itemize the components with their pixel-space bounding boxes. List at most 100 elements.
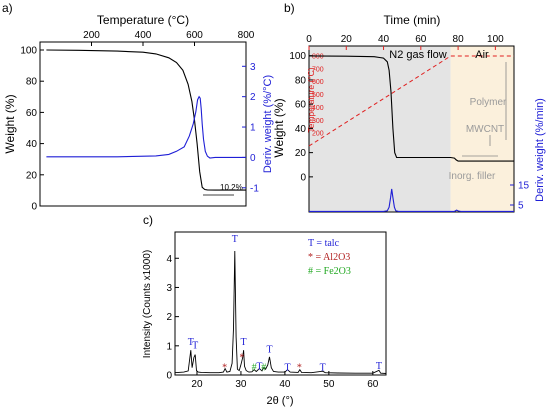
panel-a-deriv-line (46, 95, 246, 159)
y-tick-label: 1 (166, 341, 172, 352)
temperature-tick-label: 200 (312, 131, 324, 138)
panel-c-peak-markers: TT*TT*# T#TT * T T (188, 234, 382, 373)
y-tick-label: 2 (166, 312, 172, 323)
panel-b-polymer-label: Polymer (470, 97, 507, 108)
peak-marker: T (192, 341, 198, 352)
panel-c-frame (174, 231, 387, 376)
x-tick-label: 80 (453, 34, 465, 45)
temperature-tick-label: 500 (312, 92, 324, 99)
panel-a-frame (39, 41, 247, 207)
panel-b-frame (308, 45, 515, 213)
temperature-tick-label: 400 (312, 105, 324, 112)
panel-b-n2-label: N2 gas flow (389, 49, 447, 61)
temperature-tick-label: 700 (312, 66, 324, 73)
panel-b: b) Time (min) Weight (%) Temperature (°C… (272, 1, 546, 213)
y-tick-label: 60 (26, 108, 38, 119)
panel-a-x-title: Temperature (°C) (97, 13, 189, 27)
x-tick-label: 100 (487, 34, 504, 45)
x-tick-label: 40 (378, 34, 390, 45)
y2-tick-label: 0 (250, 153, 256, 164)
x-tick-label: 400 (135, 30, 152, 41)
y2-tick-label: 15 (518, 181, 530, 192)
peak-marker: * (222, 363, 227, 374)
panel-b-deriv-line (309, 188, 514, 212)
peak-marker: # (261, 363, 266, 374)
peak-marker: T (241, 337, 247, 348)
peak-marker: # (252, 363, 257, 374)
panel-a-y2-ticks: -1 0 1 2 3 (242, 62, 259, 194)
peak-marker: * (297, 363, 302, 374)
y-tick-label: 80 (295, 75, 307, 86)
panel-b-y2-title: Deriv. weight (%/min) (534, 98, 546, 202)
y-tick-label: 40 (295, 124, 307, 135)
peak-marker: T (284, 363, 290, 374)
panel-b-x-title: Time (min) (384, 13, 441, 27)
y-tick-label: 0 (166, 371, 172, 382)
panel-c-xrd-line (174, 250, 387, 374)
panel-b-temperature-line (308, 55, 514, 147)
panel-b-air-region (450, 46, 514, 212)
x-tick-label: 600 (186, 30, 203, 41)
panel-b-air-label: Air (475, 49, 489, 61)
panel-b-brackets (462, 62, 507, 157)
panel-b-y-title: Weight (%) (272, 98, 286, 157)
panel-c-x-ticks: 20 30 40 50 60 (191, 371, 379, 390)
panel-b-temperature-title: Temperature (°C) (306, 67, 316, 132)
peak-marker: T (320, 363, 326, 374)
peak-marker: T (376, 361, 382, 372)
panel-a-y-ticks: 0 20 40 60 80 100 (20, 46, 44, 213)
panel-a-y-title: Weight (%) (3, 94, 17, 153)
panel-a-weight-line (46, 49, 246, 191)
panel-c-legend: T = talc * = Al2O3 # = Fe2O3 (308, 238, 351, 277)
x-tick-label: 0 (306, 34, 312, 45)
peak-marker: T (232, 234, 238, 245)
temperature-tick-label: 800 (312, 54, 324, 61)
x-tick-label: 20 (191, 379, 203, 390)
y-tick-label: 40 (26, 139, 38, 150)
peak-marker: T (266, 345, 272, 356)
panel-a: a) Temperature (°C) Weight (%) Deriv. we… (2, 1, 274, 213)
y2-tick-label: 5 (518, 201, 524, 212)
temperature-tick-label: 300 (312, 118, 324, 125)
x-tick-label: 60 (415, 34, 427, 45)
panel-b-y-ticks: 0 20 40 60 80 100 (289, 51, 313, 183)
x-tick-label: 800 (238, 30, 255, 41)
panel-a-residue-label: 10.2% (220, 183, 243, 192)
legend-fe2o3: # = Fe2O3 (308, 266, 351, 277)
y-tick-label: 100 (289, 51, 306, 62)
x-tick-label: 20 (341, 34, 353, 45)
peak-marker: T (188, 337, 194, 348)
panel-c-y-ticks: 0 1 2 3 4 (166, 254, 179, 382)
y-tick-label: 4 (166, 254, 172, 265)
panel-c-y-title: Intensity (Counts x1000) (142, 250, 153, 358)
legend-al2o3: * = Al2O3 (308, 252, 350, 263)
y-tick-label: 20 (295, 148, 307, 159)
panel-b-mwcnt-label: MWCNT (466, 124, 504, 135)
y-tick-label: 20 (26, 170, 38, 181)
x-tick-label: 60 (367, 379, 379, 390)
panel-a-label: a) (2, 1, 13, 15)
y-tick-label: 100 (20, 46, 37, 57)
x-tick-label: 50 (323, 379, 335, 390)
panel-b-temperature-ticks: 200 300 400 500 600 700 800 5 15 (312, 54, 530, 212)
y2-tick-label: -1 (250, 183, 259, 194)
panel-b-label: b) (284, 1, 295, 15)
panel-c-x-title: 2θ (°) (266, 395, 293, 407)
panel-b-filler-label: Inorg. filler (449, 171, 496, 182)
y-tick-label: 80 (26, 77, 38, 88)
peak-marker: * (239, 352, 244, 363)
y-tick-label: 60 (295, 100, 307, 111)
x-tick-label: 200 (83, 30, 100, 41)
legend-talc: T = talc (308, 238, 340, 249)
panel-c: c) 2θ (°) Intensity (Counts x1000) 20 30 4… (142, 213, 387, 407)
y2-tick-label: 3 (250, 62, 256, 73)
panel-a-y2-title: Deriv. weight (%/°C) (262, 75, 274, 173)
x-tick-label: 40 (279, 379, 291, 390)
temperature-tick-label: 600 (312, 79, 324, 86)
y-tick-label: 0 (31, 202, 37, 213)
panel-c-label: c) (143, 213, 153, 227)
peak-marker: T (256, 362, 262, 373)
x-tick-label: 30 (235, 379, 247, 390)
panel-b-weight-line (308, 55, 514, 162)
